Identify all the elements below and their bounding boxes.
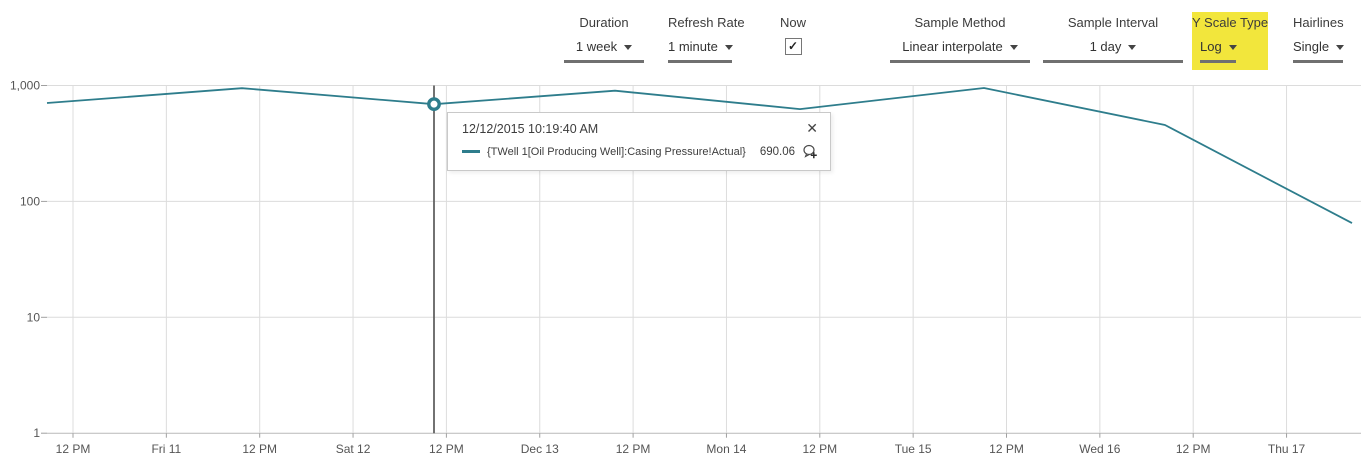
chevron-down-icon (1336, 45, 1345, 50)
refresh-rate-control: Refresh Rate 1 minute (668, 15, 745, 63)
hairline-tooltip: 12/12/2015 10:19:40 AM ✕ {TWell 1[Oil Pr… (447, 112, 831, 171)
chevron-down-icon (724, 45, 733, 50)
tooltip-series-name: {TWell 1[Oil Producing Well]:Casing Pres… (487, 145, 746, 158)
hairlines-label: Hairlines (1293, 15, 1344, 30)
y-axis-label: 1 (33, 426, 40, 440)
sample-method-dropdown[interactable]: Linear interpolate (890, 40, 1030, 54)
x-axis-label: 12 PM (56, 442, 91, 456)
x-axis-label: Sat 12 (336, 442, 371, 456)
y-axis-label: 1,000 (10, 79, 40, 93)
close-icon[interactable]: ✕ (806, 120, 818, 136)
now-control: Now ✓ (773, 16, 813, 55)
chevron-down-icon (624, 45, 633, 50)
tooltip-series-value: 690.06 (759, 145, 796, 158)
y-axis-label: 10 (27, 310, 41, 324)
duration-control: Duration 1 week (564, 16, 644, 63)
x-axis-label: 12 PM (989, 442, 1024, 456)
duration-dropdown[interactable]: 1 week (564, 40, 644, 54)
x-axis-label: Dec 13 (521, 442, 559, 456)
hairlines-underline (1293, 60, 1343, 63)
sample-method-underline (890, 60, 1030, 63)
now-checkbox[interactable]: ✓ (784, 38, 802, 55)
y-scale-type-underline (1200, 60, 1236, 63)
chevron-down-icon (1009, 45, 1018, 50)
duration-label: Duration (579, 15, 629, 30)
x-axis-label: Fri 11 (151, 442, 181, 456)
sample-interval-dropdown[interactable]: 1 day (1043, 40, 1183, 54)
duration-underline (564, 60, 644, 63)
x-axis-label: 12 PM (1176, 442, 1211, 456)
trend-line (46, 87, 1353, 224)
sample-method-control: Sample Method Linear interpolate (890, 16, 1030, 63)
y-scale-type-control-highlighted: Y Scale Type Log (1192, 12, 1268, 70)
x-axis-label: Tue 15 (895, 442, 932, 456)
sample-method-label: Sample Method (914, 15, 1006, 30)
hairlines-dropdown[interactable]: Single (1293, 40, 1345, 54)
x-axis-label: 12 PM (242, 442, 277, 456)
add-annotation-icon[interactable] (802, 144, 818, 159)
sample-interval-underline (1043, 60, 1183, 63)
series-color-dash (462, 150, 480, 153)
x-axis-label: 12 PM (802, 442, 837, 456)
x-axis-label: Thu 17 (1268, 442, 1306, 456)
selected-point-marker (427, 97, 441, 112)
y-scale-type-dropdown[interactable]: Log (1192, 40, 1268, 54)
tooltip-timestamp: 12/12/2015 10:19:40 AM (462, 122, 599, 136)
x-axis-label: 12 PM (616, 442, 651, 456)
x-axis-label: Mon 14 (706, 442, 746, 456)
refresh-rate-label: Refresh Rate (668, 15, 745, 30)
sample-interval-label: Sample Interval (1067, 15, 1159, 30)
chevron-down-icon (1128, 45, 1137, 50)
checkmark-icon: ✓ (787, 39, 799, 53)
hairlines-control: Hairlines Single (1293, 15, 1345, 63)
x-axis-label: Wed 16 (1079, 442, 1120, 456)
y-axis-label: 100 (20, 194, 40, 208)
sample-interval-control: Sample Interval 1 day (1043, 16, 1183, 63)
chevron-down-icon (1228, 45, 1237, 50)
now-label: Now (779, 15, 806, 30)
refresh-rate-dropdown[interactable]: 1 minute (668, 40, 733, 54)
y-scale-type-label: Y Scale Type (1192, 15, 1269, 30)
refresh-rate-underline (668, 60, 732, 63)
x-axis-label: 12 PM (429, 442, 464, 456)
